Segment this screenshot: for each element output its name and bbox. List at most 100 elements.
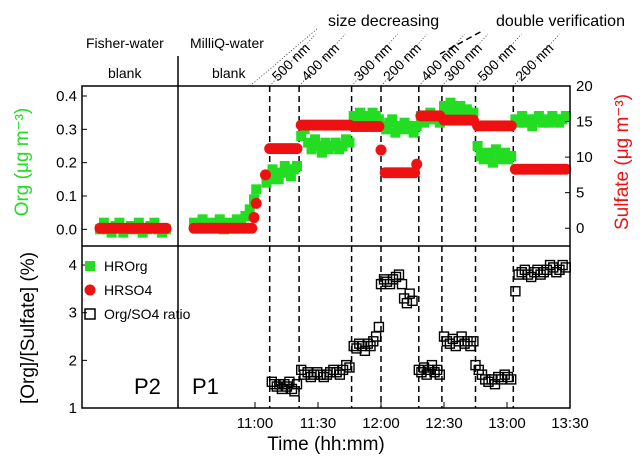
x-tick-label-5: 13:30 <box>551 415 589 432</box>
ratio-point-80 <box>506 374 517 385</box>
chart-background-layer <box>249 27 560 408</box>
top-left-tick-label-0: 0.0 <box>56 221 77 238</box>
ratio-point-10 <box>291 378 303 390</box>
hrorg-point-117 <box>533 111 544 121</box>
ratio-point-22 <box>331 367 342 378</box>
hrorg-point-120 <box>544 117 554 128</box>
size-guide-5 <box>441 33 489 87</box>
hrso4-point-99 <box>409 167 421 179</box>
hrorg-point-44 <box>292 161 302 171</box>
hrorg-point-97 <box>468 107 479 118</box>
top-left-axis-label: Org (μg m⁻³) <box>12 108 33 217</box>
hrorg-point-50 <box>313 141 324 151</box>
ratio-point-32 <box>362 338 373 349</box>
ratio-point-26 <box>344 362 355 373</box>
hrorg-point-61 <box>351 114 362 125</box>
hrso4-point-86 <box>373 121 385 133</box>
hrorg-point-125 <box>560 111 571 121</box>
hrorg-point-65 <box>364 114 375 125</box>
legend-marker-ratio <box>84 308 96 320</box>
hrorg-point-14 <box>149 217 160 228</box>
hrso4-point-87 <box>375 144 387 156</box>
hrorg-point-24 <box>214 214 225 225</box>
hrorg-point-72 <box>387 114 398 125</box>
hrorg-point-98 <box>472 141 483 151</box>
hrorg-point-49 <box>310 134 320 145</box>
double-verification-dash <box>439 29 485 55</box>
hrorg-point-73 <box>390 127 401 138</box>
hrorg-point-102 <box>484 151 495 161</box>
top-right-tick-label-4: 20 <box>576 78 593 95</box>
legend-marker-hrso4 <box>84 284 96 296</box>
size-guide-3 <box>380 33 428 87</box>
hrorg-point-109 <box>506 151 517 161</box>
annotation-blank-fisher: blank <box>108 65 142 81</box>
hrorg-point-5 <box>114 217 125 228</box>
ratio-point-55 <box>429 367 440 378</box>
panel-label-p1: P1 <box>192 374 219 399</box>
ratio-point-68 <box>468 336 479 347</box>
x-tick-label-1: 11:30 <box>300 415 336 432</box>
hrorg-point-1 <box>98 217 109 228</box>
hrso4-point-23 <box>160 222 172 234</box>
hrorg-point-70 <box>381 124 392 135</box>
ratio-point-9 <box>289 386 300 397</box>
ratio-point-81 <box>510 286 521 297</box>
top-left-tick-label-4: 0.4 <box>56 88 77 105</box>
ratio-point-97 <box>560 262 571 273</box>
ratio-point-73 <box>483 376 494 387</box>
top-right-tick-label-3: 15 <box>576 114 593 131</box>
ratio-point-47 <box>404 288 415 299</box>
hrorg-point-57 <box>337 141 348 151</box>
top-right-tick-label-2: 10 <box>576 149 593 166</box>
x-tick-label-2: 12:00 <box>362 415 400 432</box>
size-guide-6 <box>475 33 522 87</box>
hrorg-point-100 <box>478 154 489 165</box>
hrso4-point-44 <box>248 212 260 224</box>
bottom-tick-label-2: 3 <box>69 305 77 322</box>
panel-label-p2: P2 <box>134 374 161 399</box>
plot-frame <box>81 85 571 409</box>
x-axis-label: Time (hh:mm) <box>267 434 385 455</box>
ratio-point-57 <box>434 369 445 380</box>
top-left-tick-label-3: 0.3 <box>56 121 77 138</box>
bottom-axis-label: [Org]/[Sulfate] (%) <box>18 252 39 404</box>
hrso4-point-43 <box>246 222 258 234</box>
ratio-point-42 <box>390 271 402 283</box>
hrso4-point-45 <box>250 197 262 209</box>
hrorg-point-68 <box>373 114 384 125</box>
legend-marker-hrorg <box>85 261 95 271</box>
ratio-point-44 <box>396 278 408 290</box>
annotation-blank-milliq: blank <box>212 65 246 81</box>
hrorg-point-79 <box>408 127 419 138</box>
hrorg-point-88 <box>439 101 449 111</box>
size-guide-2 <box>351 33 398 87</box>
legend-label-ratio: Org/SO4 ratio <box>104 306 191 322</box>
x-tick-label-3: 12:30 <box>425 415 463 432</box>
hrso4-point-46 <box>260 169 271 181</box>
hrso4-point-58 <box>291 143 303 155</box>
chart-data-layer <box>94 97 572 397</box>
ratio-point-39 <box>381 276 393 287</box>
hrorg-point-40 <box>279 161 290 171</box>
hrorg-point-30 <box>240 211 251 221</box>
hrorg-point-103 <box>487 157 498 168</box>
hrorg-point-111 <box>513 117 524 128</box>
hrorg-point-90 <box>445 97 456 108</box>
hrorg-point-62 <box>355 107 365 118</box>
hrorg-point-80 <box>411 121 422 131</box>
size-guide-7 <box>513 33 560 87</box>
hrso4-point-100 <box>411 158 423 170</box>
legend-label-hrso4: HRSO4 <box>104 282 152 298</box>
hrorg-point-52 <box>320 137 331 148</box>
x-tick-label-0: 11:00 <box>237 415 273 432</box>
hrorg-point-115 <box>527 121 538 131</box>
hrorg-point-42 <box>285 171 296 181</box>
top-right-tick-label-1: 5 <box>576 185 584 202</box>
hrorg-point-45 <box>296 131 307 141</box>
ratio-point-48 <box>407 295 418 306</box>
hrorg-point-93 <box>455 101 466 111</box>
hrorg-point-59 <box>344 137 355 148</box>
hrorg-point-47 <box>303 137 314 148</box>
hrso4-point-132 <box>505 120 517 132</box>
